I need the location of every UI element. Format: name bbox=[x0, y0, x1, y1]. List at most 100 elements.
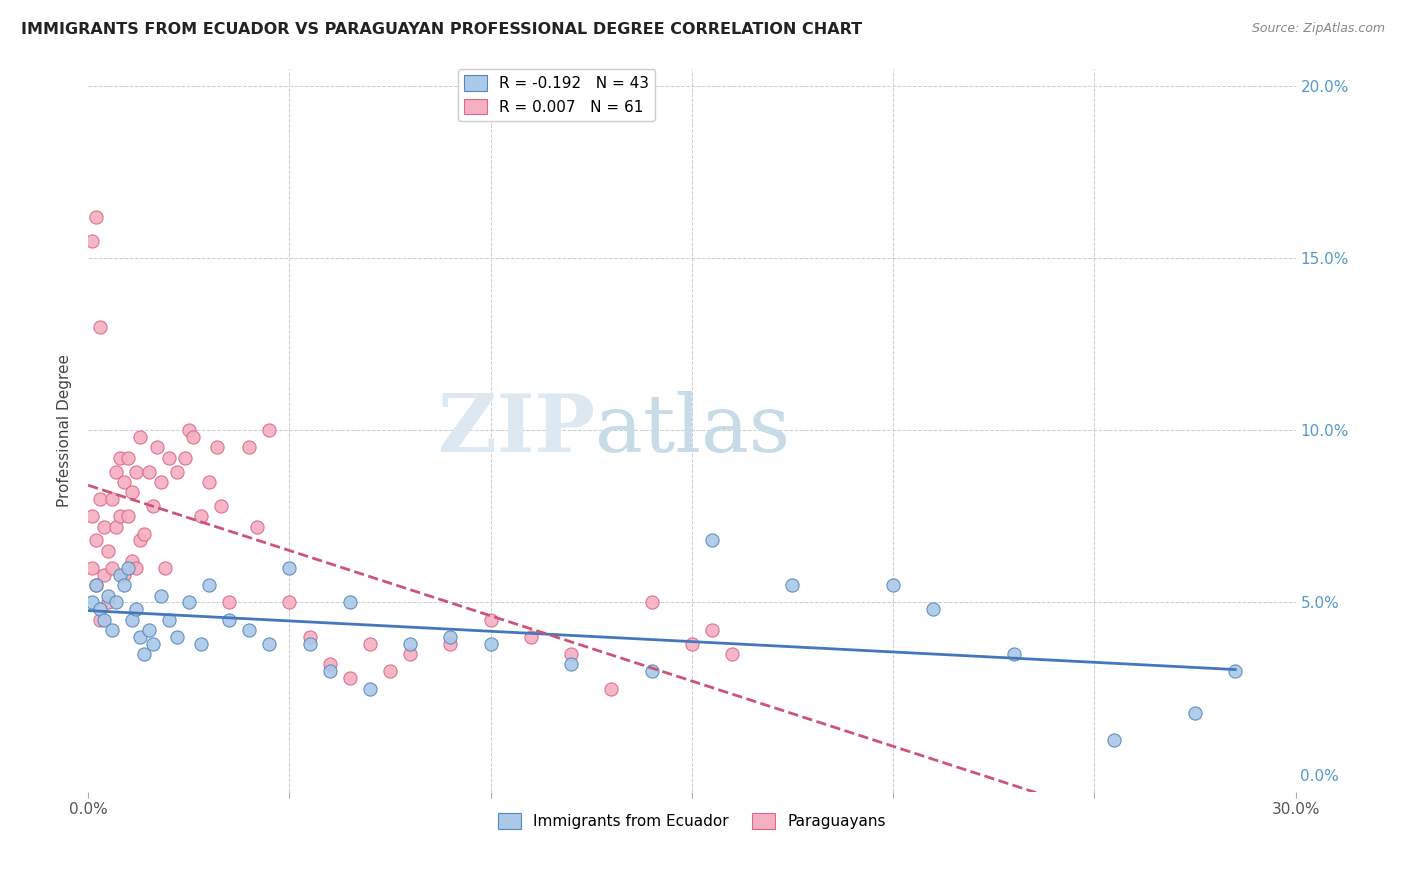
Point bbox=[198, 475, 221, 489]
Point bbox=[110, 568, 132, 582]
Point bbox=[259, 637, 281, 651]
Point bbox=[121, 485, 143, 500]
Point bbox=[89, 613, 111, 627]
Point bbox=[134, 526, 156, 541]
Point bbox=[117, 561, 139, 575]
Point bbox=[298, 637, 321, 651]
Point bbox=[520, 630, 543, 644]
Point bbox=[238, 441, 260, 455]
Point bbox=[782, 578, 804, 592]
Point bbox=[399, 647, 422, 661]
Point bbox=[218, 613, 240, 627]
Point bbox=[149, 589, 172, 603]
Point bbox=[1104, 733, 1126, 747]
Point bbox=[681, 637, 703, 651]
Point bbox=[82, 509, 104, 524]
Point bbox=[1225, 665, 1247, 679]
Point bbox=[157, 450, 180, 465]
Point bbox=[190, 637, 212, 651]
Point bbox=[84, 578, 107, 592]
Point bbox=[259, 423, 281, 437]
Point bbox=[112, 475, 135, 489]
Point bbox=[339, 595, 361, 609]
Text: IMMIGRANTS FROM ECUADOR VS PARAGUAYAN PROFESSIONAL DEGREE CORRELATION CHART: IMMIGRANTS FROM ECUADOR VS PARAGUAYAN PR… bbox=[21, 22, 862, 37]
Point bbox=[190, 509, 212, 524]
Point bbox=[93, 568, 115, 582]
Point bbox=[125, 465, 148, 479]
Point bbox=[121, 613, 143, 627]
Point bbox=[105, 595, 128, 609]
Point bbox=[84, 533, 107, 548]
Point bbox=[101, 492, 124, 507]
Point bbox=[640, 595, 662, 609]
Point bbox=[166, 465, 188, 479]
Point bbox=[1184, 706, 1206, 720]
Point bbox=[560, 647, 582, 661]
Point bbox=[82, 561, 104, 575]
Point bbox=[359, 637, 381, 651]
Point bbox=[339, 671, 361, 685]
Point bbox=[177, 423, 200, 437]
Point bbox=[218, 595, 240, 609]
Point bbox=[922, 602, 945, 616]
Point bbox=[238, 623, 260, 637]
Point bbox=[97, 595, 120, 609]
Point bbox=[145, 441, 167, 455]
Point bbox=[89, 319, 111, 334]
Point bbox=[700, 533, 723, 548]
Point bbox=[134, 647, 156, 661]
Point bbox=[117, 450, 139, 465]
Point bbox=[89, 492, 111, 507]
Point bbox=[125, 561, 148, 575]
Point bbox=[149, 475, 172, 489]
Point bbox=[112, 568, 135, 582]
Point bbox=[153, 561, 176, 575]
Point bbox=[278, 561, 301, 575]
Point bbox=[181, 430, 204, 444]
Point bbox=[439, 630, 461, 644]
Text: Source: ZipAtlas.com: Source: ZipAtlas.com bbox=[1251, 22, 1385, 36]
Point bbox=[278, 595, 301, 609]
Point bbox=[378, 665, 401, 679]
Point bbox=[82, 234, 104, 248]
Point bbox=[110, 509, 132, 524]
Point bbox=[129, 630, 152, 644]
Point bbox=[97, 589, 120, 603]
Point bbox=[209, 499, 232, 513]
Point bbox=[298, 630, 321, 644]
Point bbox=[479, 613, 502, 627]
Point bbox=[101, 561, 124, 575]
Point bbox=[117, 509, 139, 524]
Point bbox=[173, 450, 195, 465]
Point bbox=[318, 657, 340, 672]
Point bbox=[141, 637, 163, 651]
Point bbox=[600, 681, 623, 696]
Text: atlas: atlas bbox=[595, 392, 790, 469]
Point bbox=[198, 578, 221, 592]
Point bbox=[560, 657, 582, 672]
Point bbox=[1002, 647, 1025, 661]
Point bbox=[138, 623, 160, 637]
Point bbox=[138, 465, 160, 479]
Text: ZIP: ZIP bbox=[439, 392, 595, 469]
Point bbox=[82, 595, 104, 609]
Point bbox=[97, 544, 120, 558]
Point bbox=[318, 665, 340, 679]
Point bbox=[93, 613, 115, 627]
Point bbox=[721, 647, 744, 661]
Point bbox=[110, 450, 132, 465]
Point bbox=[129, 533, 152, 548]
Point bbox=[112, 578, 135, 592]
Point bbox=[359, 681, 381, 696]
Point bbox=[93, 519, 115, 533]
Point bbox=[84, 210, 107, 224]
Point bbox=[157, 613, 180, 627]
Point bbox=[89, 602, 111, 616]
Point bbox=[640, 665, 662, 679]
Legend: Immigrants from Ecuador, Paraguayans: Immigrants from Ecuador, Paraguayans bbox=[492, 806, 891, 835]
Y-axis label: Professional Degree: Professional Degree bbox=[58, 354, 72, 507]
Point bbox=[121, 554, 143, 568]
Point bbox=[84, 578, 107, 592]
Point bbox=[246, 519, 269, 533]
Point bbox=[141, 499, 163, 513]
